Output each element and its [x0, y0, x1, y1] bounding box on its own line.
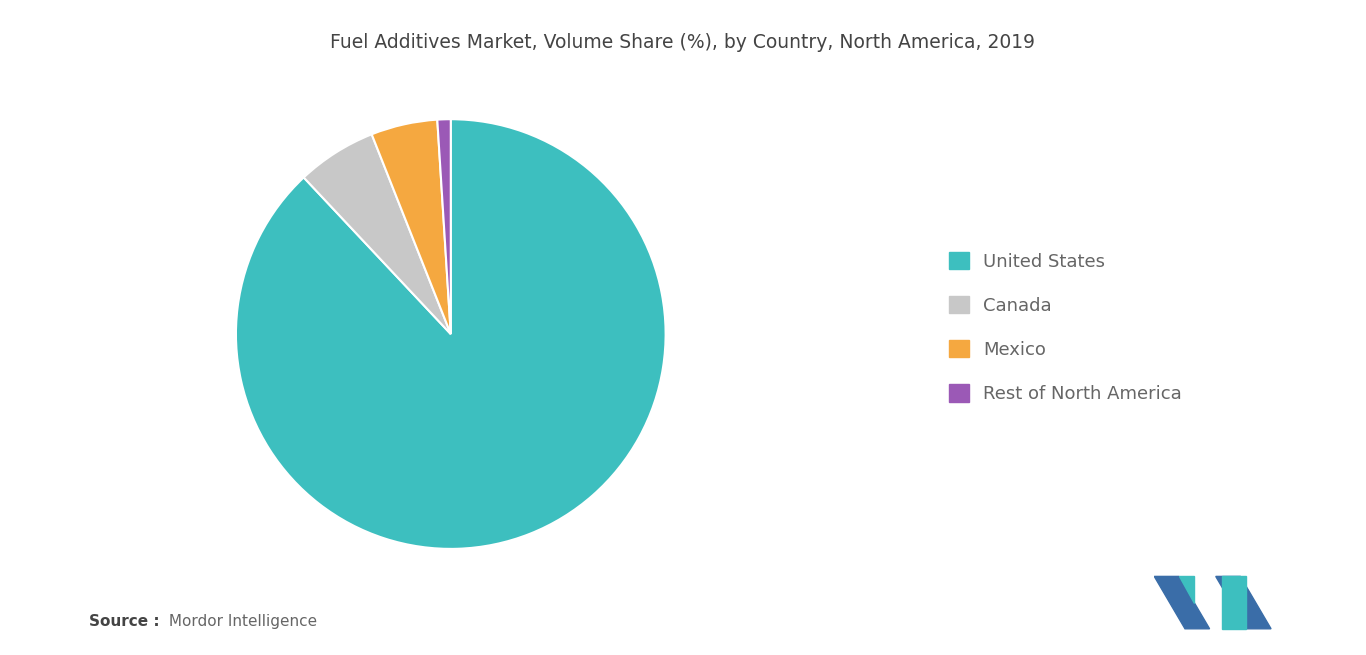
- Wedge shape: [372, 120, 451, 334]
- Wedge shape: [236, 119, 665, 549]
- Wedge shape: [303, 134, 451, 334]
- Wedge shape: [437, 119, 451, 334]
- Text: Fuel Additives Market, Volume Share (%), by Country, North America, 2019: Fuel Additives Market, Volume Share (%),…: [331, 33, 1035, 52]
- Polygon shape: [1154, 576, 1210, 629]
- Polygon shape: [1179, 576, 1194, 603]
- Polygon shape: [1216, 576, 1270, 629]
- Legend: United States, Canada, Mexico, Rest of North America: United States, Canada, Mexico, Rest of N…: [941, 245, 1190, 410]
- Text: Mordor Intelligence: Mordor Intelligence: [164, 614, 317, 629]
- Text: Source :: Source :: [89, 614, 160, 629]
- Polygon shape: [1221, 576, 1246, 629]
